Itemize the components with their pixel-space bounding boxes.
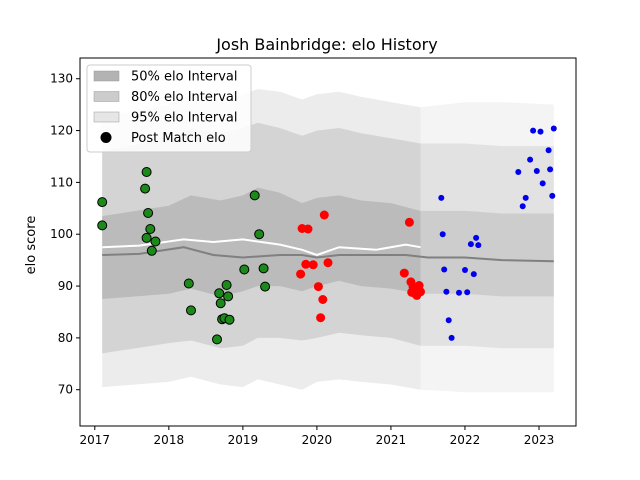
elo-point-green bbox=[141, 167, 152, 177]
elo-point-green bbox=[224, 314, 235, 325]
elo-point-green bbox=[97, 220, 108, 231]
elo-point-blue bbox=[549, 192, 556, 199]
elo-point-red bbox=[303, 224, 313, 234]
elo-point-blue bbox=[533, 168, 540, 174]
median-elo-line bbox=[102, 238, 421, 257]
elo-point-green bbox=[146, 245, 157, 256]
interval-80-band-future bbox=[420, 143, 554, 349]
elo-point-green bbox=[260, 281, 271, 292]
y-tick-label: 70 bbox=[58, 383, 73, 397]
x-tick-label: 2019 bbox=[228, 433, 259, 447]
legend-label: Post Match elo bbox=[131, 131, 226, 146]
elo-point-green bbox=[212, 334, 222, 345]
elo-point-red bbox=[319, 210, 329, 220]
elo-point-blue bbox=[539, 180, 546, 187]
elo-point-green bbox=[214, 288, 225, 299]
elo-point-red bbox=[399, 268, 409, 278]
y-tick-label: 90 bbox=[58, 279, 73, 293]
elo-point-green bbox=[183, 278, 194, 289]
elo-point-blue bbox=[527, 156, 534, 163]
interval-95-band-future bbox=[420, 102, 554, 393]
elo-point-blue bbox=[530, 127, 537, 134]
elo-point-blue bbox=[441, 266, 448, 273]
elo-point-blue bbox=[448, 334, 455, 341]
elo-point-green bbox=[145, 224, 156, 234]
elo-point-blue bbox=[515, 169, 522, 175]
elo-point-blue bbox=[464, 289, 471, 296]
elo-point-red bbox=[313, 282, 323, 292]
elo-point-red bbox=[308, 260, 318, 270]
elo-point-red bbox=[404, 217, 414, 227]
legend-box bbox=[86, 64, 252, 153]
elo-point-green bbox=[150, 236, 161, 247]
elo-point-blue bbox=[462, 267, 468, 273]
elo-point-red bbox=[301, 259, 311, 269]
y-axis-label: elo score bbox=[24, 216, 39, 275]
elo-lines bbox=[102, 238, 554, 263]
elo-point-green bbox=[223, 291, 234, 302]
elo-point-blue bbox=[545, 147, 552, 154]
legend-swatch bbox=[93, 70, 120, 82]
elo-point-blue bbox=[467, 241, 474, 248]
x-tick-label: 2022 bbox=[450, 433, 481, 447]
elo-point-green bbox=[254, 229, 265, 240]
y-axis: 70 80 90 100 110 120 130 bbox=[50, 72, 80, 397]
legend-marker-icon bbox=[100, 132, 112, 143]
post-match-points bbox=[97, 125, 557, 345]
chart-title: Josh Bainbridge: elo History bbox=[215, 35, 437, 54]
elo-point-red bbox=[416, 287, 425, 297]
y-tick-label: 80 bbox=[58, 331, 73, 345]
x-tick-label: 2020 bbox=[302, 433, 333, 447]
legend-label: 95% elo Interval bbox=[131, 111, 238, 126]
elo-point-green bbox=[140, 183, 151, 194]
interval-bands bbox=[102, 89, 554, 393]
y-tick-label: 100 bbox=[50, 227, 73, 241]
elo-point-blue bbox=[475, 242, 482, 249]
legend: 50% elo Interval 80% elo Interval 95% elo … bbox=[86, 64, 252, 153]
elo-point-blue bbox=[439, 231, 446, 238]
legend-swatch bbox=[93, 111, 120, 123]
elo-point-red bbox=[316, 313, 326, 323]
x-axis: 2017 2018 2019 2020 2021 2022 2023 bbox=[80, 426, 555, 447]
legend-swatch bbox=[93, 91, 120, 102]
mean-elo-line bbox=[102, 246, 554, 263]
elo-point-red bbox=[296, 269, 306, 279]
elo-point-blue bbox=[438, 194, 445, 201]
x-tick-label: 2018 bbox=[154, 433, 185, 447]
legend-label: 80% elo Interval bbox=[131, 90, 238, 105]
plot-frame bbox=[79, 57, 577, 427]
elo-point-blue bbox=[470, 271, 477, 278]
elo-point-green bbox=[143, 208, 154, 218]
elo-point-green bbox=[186, 305, 196, 316]
elo-point-blue bbox=[522, 194, 529, 201]
interval-50-band bbox=[102, 187, 421, 299]
elo-point-green bbox=[141, 232, 152, 243]
elo-point-green bbox=[258, 263, 269, 274]
elo-point-green bbox=[239, 264, 250, 275]
elo-point-green bbox=[215, 298, 226, 309]
elo-point-green bbox=[221, 280, 232, 290]
elo-point-green bbox=[249, 190, 260, 201]
elo-point-blue bbox=[445, 317, 452, 324]
legend-label: 50% elo Interval bbox=[131, 70, 238, 85]
elo-point-blue bbox=[519, 203, 526, 210]
elo-point-red bbox=[323, 258, 333, 268]
elo-point-blue bbox=[443, 288, 450, 295]
elo-point-blue bbox=[550, 125, 557, 132]
elo-point-red bbox=[318, 295, 328, 304]
x-tick-label: 2023 bbox=[524, 433, 555, 447]
elo-point-blue bbox=[537, 128, 544, 135]
elo-point-blue bbox=[456, 289, 462, 296]
elo-point-green bbox=[97, 197, 108, 208]
elo-point-blue bbox=[473, 234, 480, 241]
x-tick-label: 2017 bbox=[80, 433, 111, 447]
elo-point-blue bbox=[547, 166, 554, 173]
y-tick-label: 130 bbox=[50, 72, 73, 86]
x-tick-label: 2021 bbox=[376, 433, 407, 447]
interval-50-band-future bbox=[420, 210, 554, 297]
y-tick-label: 120 bbox=[50, 124, 73, 138]
y-tick-label: 110 bbox=[50, 175, 73, 189]
